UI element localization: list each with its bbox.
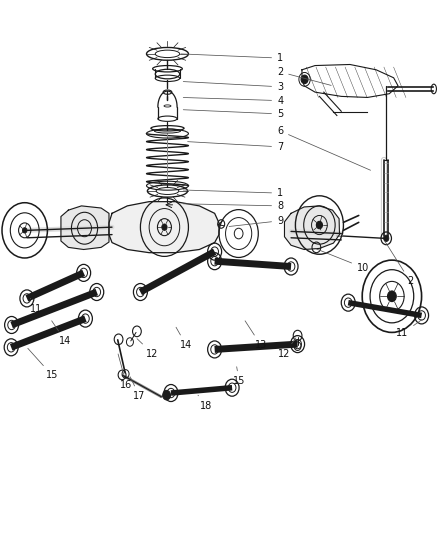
Text: 18: 18 [198,395,212,411]
Text: 8: 8 [183,201,283,211]
Text: 16: 16 [118,354,133,390]
Text: 17: 17 [130,377,146,401]
Text: 1: 1 [181,53,283,63]
Polygon shape [109,201,219,253]
Text: 7: 7 [187,142,283,152]
Text: 15: 15 [28,349,58,381]
Text: 14: 14 [176,327,192,350]
Text: 4: 4 [183,95,283,106]
Circle shape [388,291,396,302]
Text: 11: 11 [30,298,42,314]
Text: 13: 13 [245,321,267,350]
Circle shape [162,390,170,400]
Text: 11: 11 [396,319,422,338]
Polygon shape [285,206,339,249]
Text: 3: 3 [183,82,283,92]
Text: 5: 5 [183,109,283,119]
Text: 12: 12 [278,338,296,359]
Circle shape [301,75,308,84]
Circle shape [316,221,322,229]
Text: 6: 6 [277,126,371,170]
Text: 1: 1 [183,188,283,198]
Text: 2: 2 [385,241,413,286]
Text: 9: 9 [229,216,283,227]
Text: 15: 15 [233,367,245,386]
Text: 10: 10 [316,249,369,272]
Circle shape [22,228,27,233]
Text: 12: 12 [137,338,159,359]
Circle shape [162,224,167,230]
Polygon shape [61,206,109,249]
Text: 2: 2 [277,67,331,85]
Text: 14: 14 [52,321,71,346]
Circle shape [384,235,389,241]
